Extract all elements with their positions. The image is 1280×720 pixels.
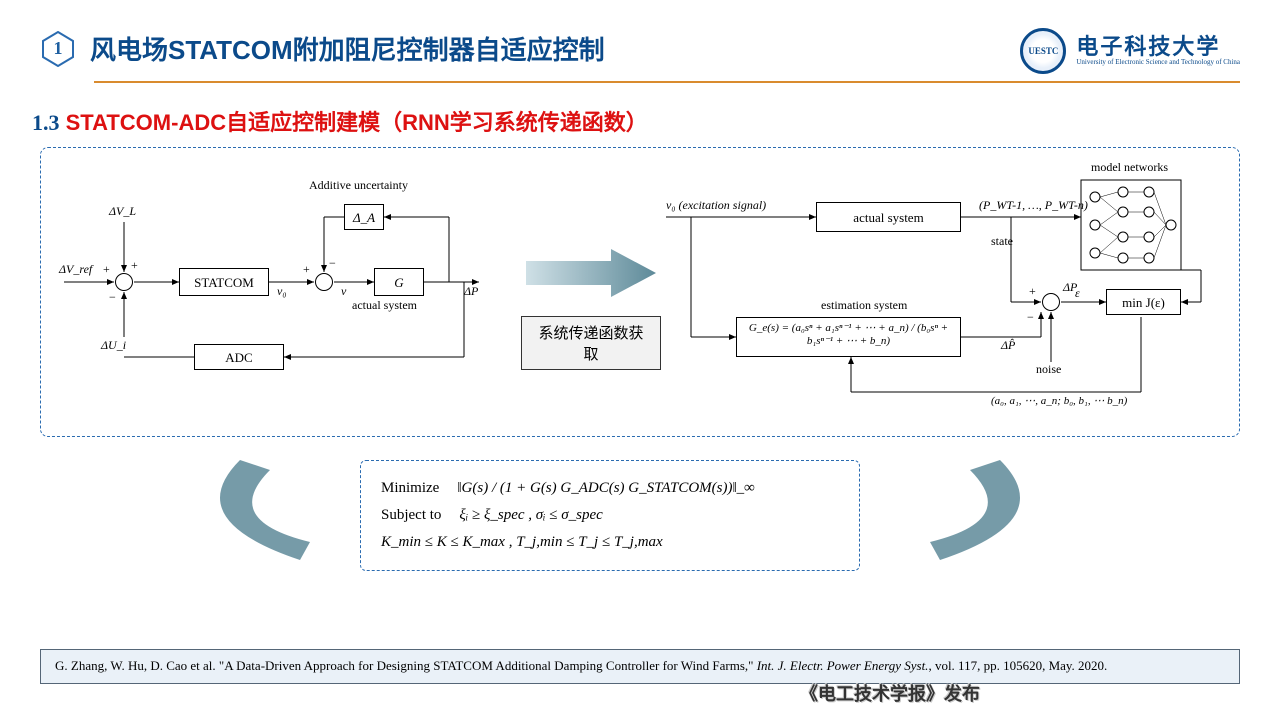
main-title: 风电场STATCOM附加阻尼控制器自适应控制: [90, 30, 605, 67]
summing-junction: [115, 273, 133, 291]
statcom-block: STATCOM: [179, 268, 269, 296]
signal-v0: v₀: [277, 284, 287, 299]
signal-dui: ΔU_i: [101, 338, 126, 353]
signal-dvl: ΔV_L: [109, 204, 136, 219]
header-divider: [94, 81, 1240, 83]
dphat-label: ΔP̂: [1001, 338, 1015, 353]
center-label: 系统传递函数获取: [521, 316, 661, 370]
summing-junction: [1042, 293, 1060, 311]
eps-label: ε: [1075, 286, 1080, 301]
university-block: UESTC 电子科技大学 University of Electronic Sc…: [1020, 28, 1240, 74]
badge-number: 1: [54, 38, 63, 59]
minimize-expr: ‖G(s) / (1 + G(s) G_ADC(s) G_STATCOM(s))…: [457, 475, 755, 502]
summing-junction: [315, 273, 333, 291]
subsection-number: 1.3: [32, 110, 60, 135]
university-seal-icon: UESTC: [1020, 28, 1066, 74]
actual-system-block: actual system: [816, 202, 961, 232]
signal-v: v: [341, 284, 346, 299]
pwt-label: (P_WT-1, …, P_WT-n): [979, 198, 1088, 213]
neural-network-icon: [1083, 182, 1179, 268]
params-label: (a₀, a₁, ⋯, a_n; b₀, b₁, ⋯ b_n): [991, 394, 1127, 407]
ge-block: G_e(s) = (a₀sⁿ + a₁sⁿ⁻¹ + ⋯ + a_n) / (b₀…: [736, 317, 961, 357]
subsection-title: 1.3 STATCOM-ADC自适应控制建模（RNN学习系统传递函数）: [32, 105, 1280, 137]
slide-header: 1 风电场STATCOM附加阻尼控制器自适应控制 UESTC 电子科技大学 Un…: [0, 0, 1280, 77]
subject-expr: ξᵢ ≥ ξ_spec , σᵢ ≤ σ_spec: [459, 502, 602, 529]
adc-block: ADC: [194, 344, 284, 370]
signal-dvref: ΔV_ref: [59, 262, 92, 277]
minj-block: min J(ε): [1106, 289, 1181, 315]
rnn-learning-diagram: actual system G_e(s) = (a₀sⁿ + a₁sⁿ⁻¹ + …: [661, 162, 1221, 437]
subject-to-label: Subject to: [381, 502, 441, 529]
signal-dp: ΔP: [464, 284, 478, 299]
watermark-text: 《电工技术学报》发布: [800, 680, 980, 706]
section-badge: 1: [40, 31, 76, 67]
university-name-en: University of Electronic Science and Tec…: [1076, 59, 1240, 67]
excitation-label: v₀ (excitation signal): [666, 198, 766, 213]
citation-journal: Int. J. Electr. Power Energy Syst.: [757, 658, 929, 673]
optimization-box: Minimize ‖G(s) / (1 + G(s) G_ADC(s) G_ST…: [360, 460, 860, 571]
university-name-cn: 电子科技大学: [1076, 35, 1240, 59]
state-label: state: [991, 234, 1013, 249]
estimation-system-label: estimation system: [821, 298, 907, 313]
center-flow-arrow: 系统传递函数获取: [521, 243, 661, 370]
actual-system-label: actual system: [352, 298, 417, 313]
citation-box: G. Zhang, W. Hu, D. Cao et al. "A Data-D…: [40, 649, 1240, 684]
model-networks-label: model networks: [1091, 160, 1168, 175]
constraint-expr: K_min ≤ K ≤ K_max , T_j,min ≤ T_j ≤ T_j,…: [381, 529, 663, 556]
citation-post: , vol. 117, pp. 105620, May. 2020.: [928, 658, 1107, 673]
minimize-label: Minimize: [381, 475, 439, 502]
g-block: G: [374, 268, 424, 296]
delta-a-block: Δ_A: [344, 204, 384, 230]
noise-label: noise: [1036, 362, 1061, 377]
citation-pre: G. Zhang, W. Hu, D. Cao et al. "A Data-D…: [55, 658, 757, 673]
subsection-text: STATCOM-ADC自适应控制建模（RNN学习系统传递函数）: [66, 110, 648, 135]
diagram-container: STATCOM G Δ_A ADC Additive uncertainty a…: [40, 147, 1240, 437]
additive-uncertainty-label: Additive uncertainty: [309, 178, 408, 193]
control-block-diagram: STATCOM G Δ_A ADC Additive uncertainty a…: [59, 162, 529, 417]
